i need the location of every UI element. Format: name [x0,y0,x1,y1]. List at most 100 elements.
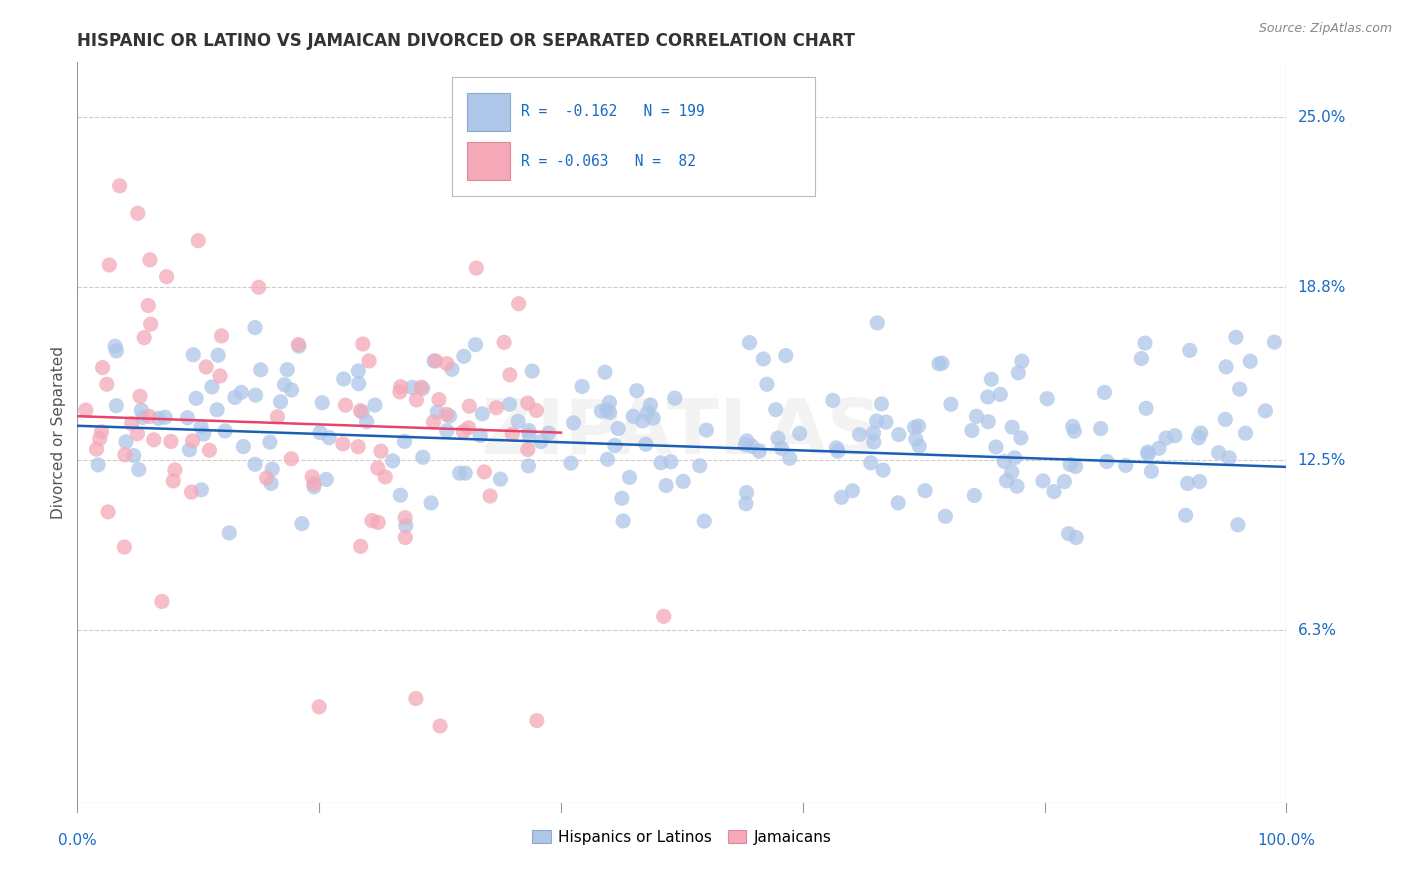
Point [995,474,1018,488]
Point [270,394,292,409]
Point [429,719,451,733]
Point [190,419,212,434]
Point [735,485,758,500]
Point [977,390,1000,404]
Point [1094,385,1116,400]
Point [1140,464,1163,478]
Point [1064,531,1087,545]
Point [176,410,198,425]
Point [765,402,787,417]
Point [370,444,392,458]
Point [350,539,373,553]
Point [928,357,950,371]
Point [232,440,254,454]
Point [134,331,156,345]
Point [626,384,648,398]
Point [960,424,983,438]
Point [689,458,711,473]
Point [1164,429,1187,443]
Point [908,439,931,453]
Point [425,354,447,368]
Point [841,483,863,498]
Point [190,483,212,497]
Point [181,434,204,448]
Point [741,439,763,453]
Point [356,415,378,429]
Point [142,433,165,447]
Y-axis label: Divorced or Separated: Divorced or Separated [51,346,66,519]
Point [436,408,458,422]
Point [1208,446,1230,460]
Point [105,343,128,358]
Point [966,409,988,424]
Point [208,369,231,384]
Point [411,380,433,394]
Point [693,514,716,528]
Point [672,475,695,489]
Point [153,410,176,425]
Point [872,463,894,477]
Point [352,405,374,419]
Point [1178,343,1201,358]
Point [148,411,170,425]
Point [789,426,811,441]
Point [598,395,620,409]
Point [516,442,538,457]
Point [207,348,229,362]
Point [650,456,672,470]
Point [934,509,956,524]
Point [104,339,127,353]
Point [1174,508,1197,523]
Point [352,337,374,351]
Point [907,419,929,434]
Point [517,424,540,438]
Point [1053,475,1076,489]
Point [412,381,434,395]
Point [420,496,443,510]
Point [224,391,246,405]
Point [332,437,354,451]
Point [593,365,616,379]
Point [136,299,159,313]
Point [114,448,136,462]
Point [859,456,882,470]
Point [637,406,659,420]
Point [472,465,495,479]
Point [243,320,266,334]
Point [367,461,389,475]
Point [218,525,240,540]
Point [1188,475,1211,489]
Point [659,455,682,469]
Point [963,488,986,502]
Point [155,269,177,284]
Point [401,380,423,394]
Point [454,466,477,480]
Point [735,434,758,448]
Point [276,362,298,376]
Point [367,516,389,530]
Point [405,392,427,407]
Point [231,385,253,400]
Point [870,397,893,411]
Point [160,434,183,449]
Point [634,437,657,451]
Point [128,462,150,476]
Point [526,714,548,728]
Point [738,335,761,350]
Point [127,206,149,220]
Point [301,469,323,483]
Point [302,480,325,494]
Point [184,392,207,406]
Point [1229,382,1251,396]
Point [129,389,152,403]
Point [1010,431,1032,445]
Point [260,476,283,491]
Point [494,335,516,350]
Point [422,415,444,429]
Point [939,397,962,411]
Point [108,178,131,193]
Point [1005,479,1028,493]
Point [904,432,927,446]
Point [112,540,135,554]
Point [394,531,416,545]
